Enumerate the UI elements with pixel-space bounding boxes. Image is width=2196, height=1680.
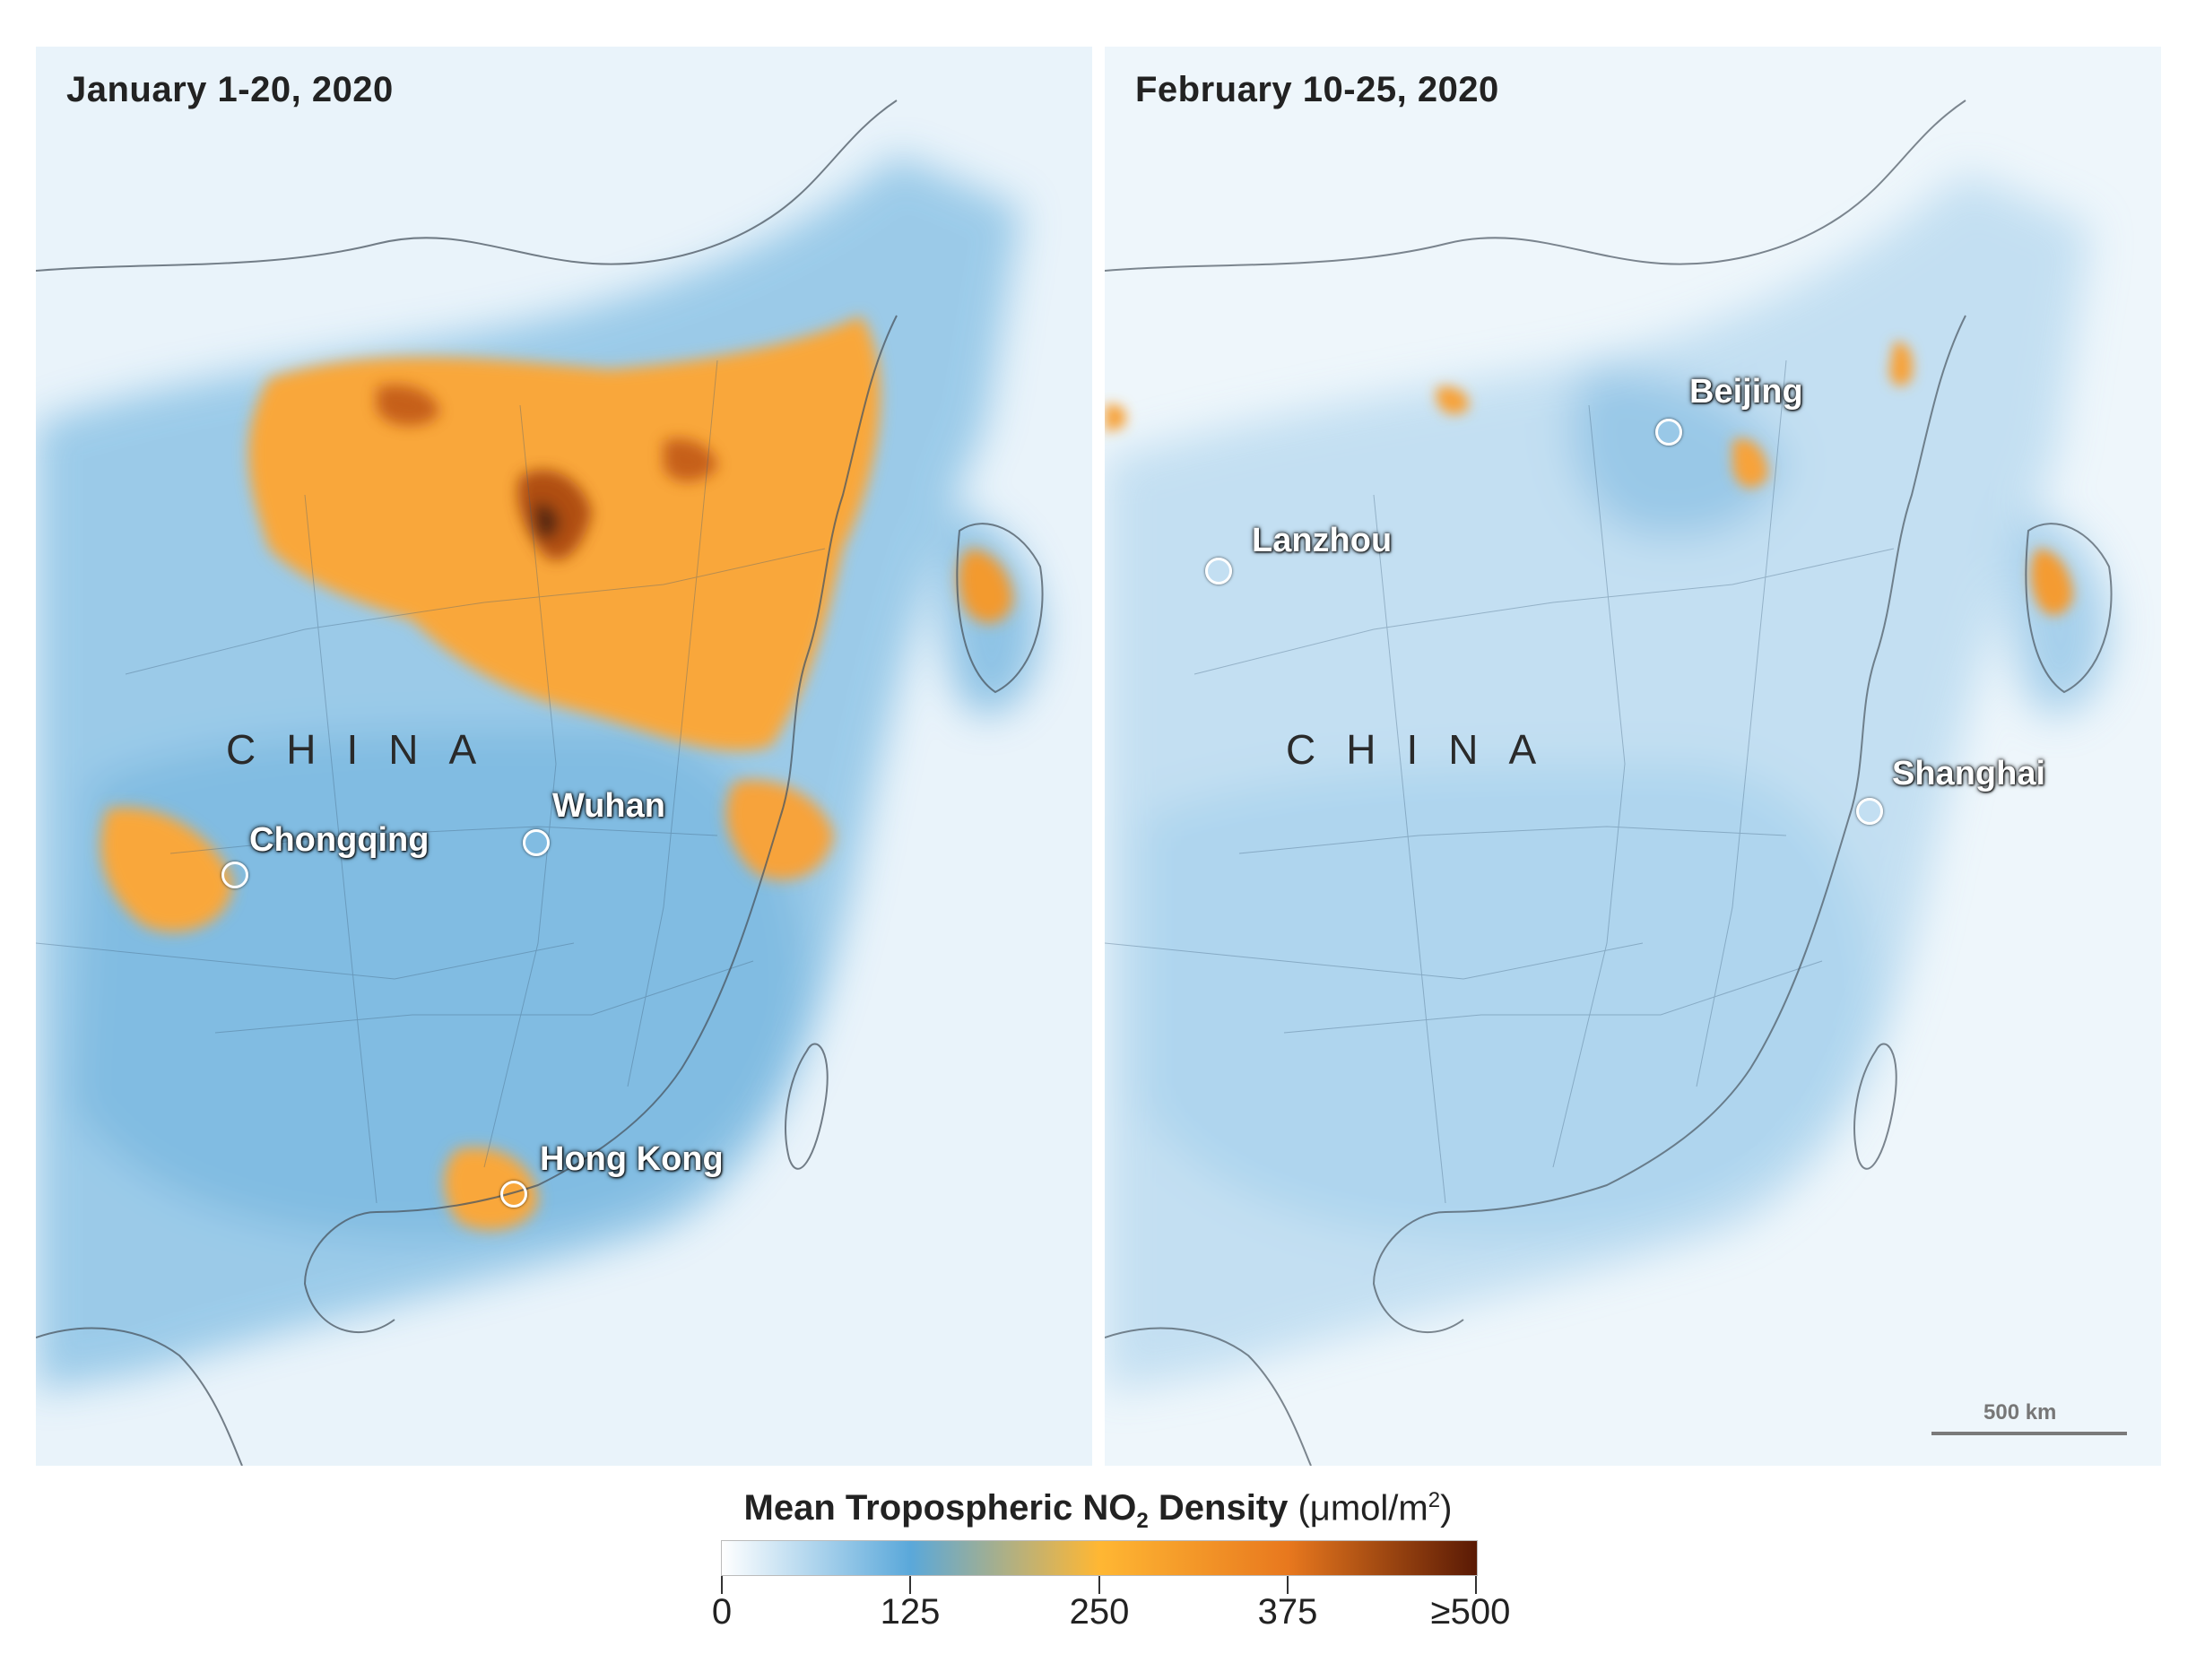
legend-unit: (μmol/m bbox=[1288, 1488, 1428, 1528]
legend-title-main: Mean Tropospheric NO bbox=[743, 1488, 1137, 1528]
tick-label-500: ≥500 bbox=[1430, 1592, 1511, 1632]
scale-bar-label: 500 km bbox=[1983, 1400, 2057, 1425]
legend: Mean Tropospheric NO2 Density (μmol/m2) … bbox=[0, 1479, 2196, 1680]
tick-label-375: 375 bbox=[1257, 1592, 1318, 1632]
no2-map-february bbox=[1105, 47, 2161, 1466]
beijing-marker-icon bbox=[1655, 419, 1682, 446]
legend-title-subscript: 2 bbox=[1136, 1509, 1149, 1534]
tick-mark bbox=[721, 1576, 723, 1594]
tick-label-0: 0 bbox=[711, 1592, 733, 1632]
map-panel-february: February 10-25, 2020 CHINA Beijing Lanzh… bbox=[1105, 47, 2161, 1466]
tick-label-250: 250 bbox=[1069, 1592, 1130, 1632]
shanghai-marker-icon bbox=[1856, 798, 1883, 825]
tick-mark bbox=[1287, 1576, 1289, 1594]
city-label-lanzhou: Lanzhou bbox=[1252, 522, 1393, 559]
city-label-chongqing: Chongqing bbox=[249, 821, 430, 859]
panel-title: February 10-25, 2020 bbox=[1135, 70, 1499, 109]
tick-mark bbox=[909, 1576, 911, 1594]
tick-mark bbox=[1475, 1576, 1477, 1594]
tick-mark bbox=[1098, 1576, 1100, 1594]
scale-bar bbox=[1931, 1432, 2127, 1435]
chongqing-marker-icon bbox=[221, 862, 248, 888]
lanzhou-marker-icon bbox=[1205, 558, 1232, 585]
wuhan-marker-icon bbox=[523, 829, 550, 856]
city-label-shanghai: Shanghai bbox=[1892, 755, 2046, 792]
country-label: CHINA bbox=[226, 726, 508, 773]
hong-kong-marker-icon bbox=[500, 1181, 527, 1208]
tick-label-125: 125 bbox=[880, 1592, 941, 1632]
city-label-beijing: Beijing bbox=[1689, 373, 1803, 411]
panel-title: January 1-20, 2020 bbox=[66, 70, 394, 109]
legend-unit-superscript: 2 bbox=[1428, 1488, 1441, 1512]
legend-unit-close: ) bbox=[1440, 1488, 1453, 1528]
city-label-wuhan: Wuhan bbox=[552, 787, 665, 825]
color-scale-bar bbox=[721, 1540, 1478, 1576]
no2-map-january bbox=[36, 47, 1092, 1466]
country-label: CHINA bbox=[1286, 726, 1567, 773]
map-panel-january: January 1-20, 2020 CHINA Wuhan Chongqing… bbox=[36, 47, 1092, 1466]
city-label-hong-kong: Hong Kong bbox=[540, 1140, 724, 1178]
legend-title-rest: Density bbox=[1148, 1488, 1289, 1528]
legend-title: Mean Tropospheric NO2 Density (μmol/m2) bbox=[0, 1488, 2196, 1534]
